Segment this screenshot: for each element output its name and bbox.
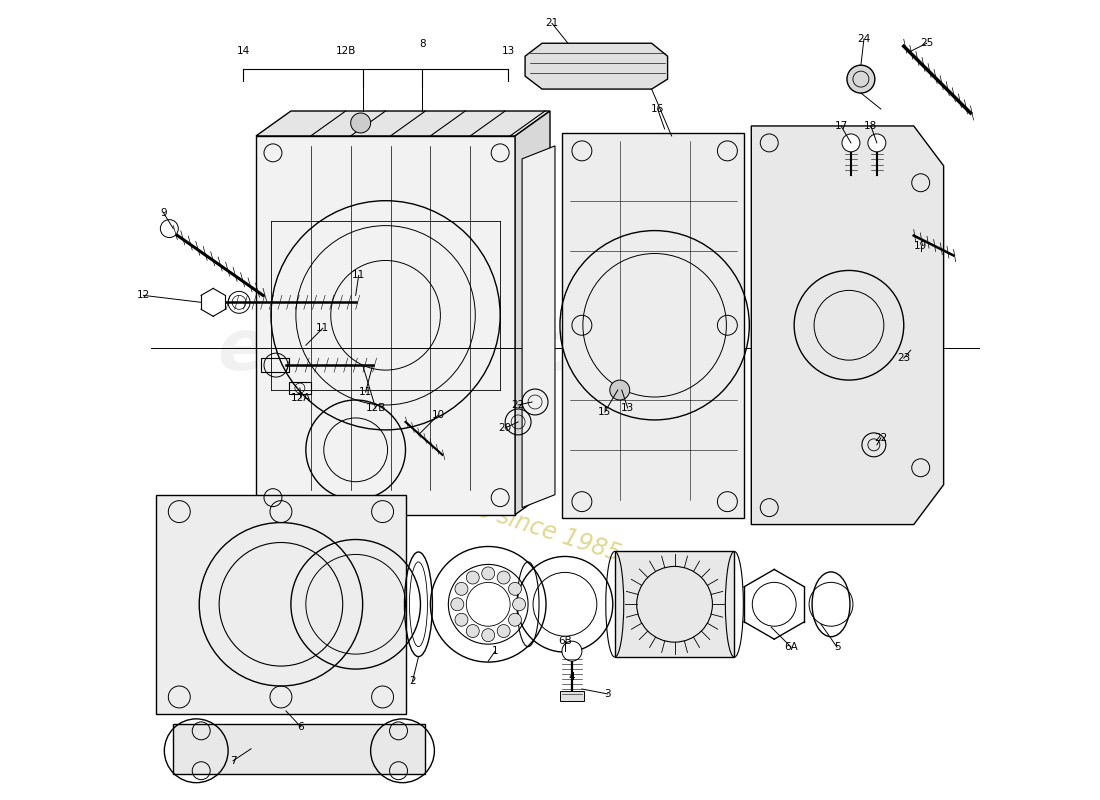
Text: 1: 1 xyxy=(492,646,498,656)
Text: 5: 5 xyxy=(834,642,840,652)
Text: 23: 23 xyxy=(898,353,911,363)
Text: 19: 19 xyxy=(914,241,927,250)
Circle shape xyxy=(466,625,480,638)
Bar xyxy=(289,382,311,394)
Circle shape xyxy=(847,65,874,93)
Text: 11: 11 xyxy=(316,323,329,334)
Polygon shape xyxy=(515,111,550,514)
Polygon shape xyxy=(615,551,735,657)
Circle shape xyxy=(482,629,495,642)
Text: 12B: 12B xyxy=(365,403,386,413)
Text: 4: 4 xyxy=(569,672,575,682)
Polygon shape xyxy=(174,724,426,774)
Text: 16: 16 xyxy=(651,104,664,114)
Text: 13: 13 xyxy=(502,46,515,56)
Text: a passion for parts since 1985: a passion for parts since 1985 xyxy=(277,433,624,566)
Text: 3: 3 xyxy=(605,689,612,699)
Text: 13: 13 xyxy=(621,403,635,413)
Text: 14: 14 xyxy=(236,46,250,56)
Circle shape xyxy=(868,134,886,152)
Circle shape xyxy=(482,567,495,580)
Circle shape xyxy=(508,614,521,626)
Text: 17: 17 xyxy=(835,121,848,131)
Circle shape xyxy=(455,614,468,626)
Polygon shape xyxy=(256,136,515,514)
Circle shape xyxy=(497,571,510,584)
Text: 18: 18 xyxy=(865,121,878,131)
Text: 24: 24 xyxy=(857,34,870,44)
Circle shape xyxy=(497,625,510,638)
Text: 7: 7 xyxy=(230,756,236,766)
Text: 22: 22 xyxy=(512,400,525,410)
Polygon shape xyxy=(751,126,944,525)
Polygon shape xyxy=(525,43,668,89)
Text: 21: 21 xyxy=(546,18,559,28)
Text: 12B: 12B xyxy=(336,46,356,56)
Text: 25: 25 xyxy=(920,38,933,48)
Circle shape xyxy=(609,380,629,400)
Circle shape xyxy=(562,641,582,661)
Bar xyxy=(560,691,584,701)
Text: eurocarparts: eurocarparts xyxy=(217,316,744,385)
Text: 22: 22 xyxy=(874,433,888,443)
Circle shape xyxy=(842,134,860,152)
Text: 8: 8 xyxy=(419,39,426,50)
Circle shape xyxy=(351,113,371,133)
Text: 2: 2 xyxy=(409,676,416,686)
Text: 11: 11 xyxy=(359,387,372,397)
Text: 11: 11 xyxy=(352,270,365,281)
Circle shape xyxy=(451,598,464,610)
Text: 20: 20 xyxy=(498,423,512,433)
Text: 15: 15 xyxy=(598,407,612,417)
Text: 6B: 6B xyxy=(558,636,572,646)
Text: 6A: 6A xyxy=(784,642,798,652)
Polygon shape xyxy=(156,494,406,714)
Bar xyxy=(261,358,289,372)
Text: 12A: 12A xyxy=(290,393,311,403)
Text: 10: 10 xyxy=(432,410,446,420)
Circle shape xyxy=(466,571,480,584)
Polygon shape xyxy=(562,133,745,518)
Text: 6: 6 xyxy=(298,722,305,732)
Circle shape xyxy=(508,582,521,595)
Text: 9: 9 xyxy=(160,208,167,218)
Circle shape xyxy=(513,598,526,610)
Polygon shape xyxy=(256,111,550,136)
Polygon shape xyxy=(522,146,556,508)
Circle shape xyxy=(455,582,468,595)
Text: 12: 12 xyxy=(136,290,150,300)
Circle shape xyxy=(161,220,178,238)
